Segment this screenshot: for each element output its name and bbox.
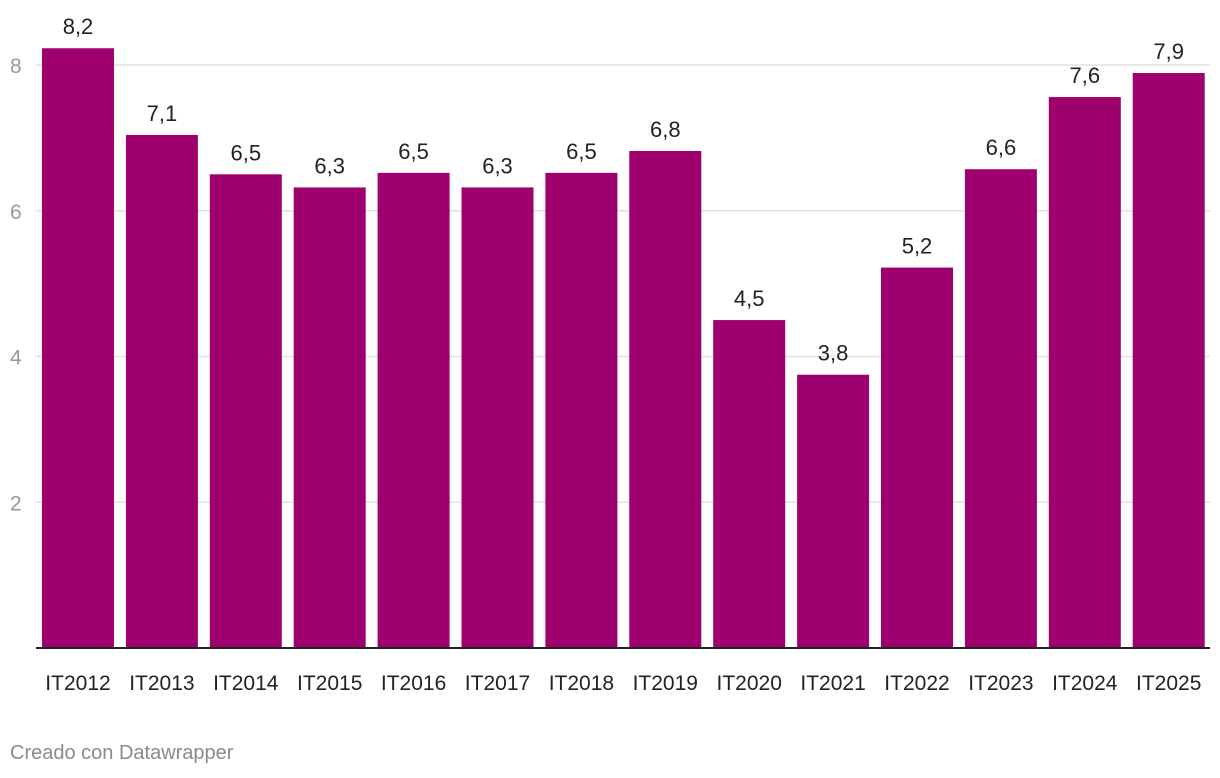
- data-label: 7,1: [147, 101, 178, 126]
- y-tick-label: 4: [10, 347, 22, 370]
- data-label: 8,2: [63, 14, 94, 39]
- data-label: 6,3: [482, 153, 513, 178]
- x-tick-label: IT2023: [968, 672, 1033, 695]
- x-tick-label: IT2012: [45, 672, 110, 695]
- data-label: 6,8: [650, 117, 681, 142]
- bar: [964, 169, 1037, 648]
- bar: [293, 187, 366, 648]
- x-tick-label: IT2016: [381, 672, 446, 695]
- x-tick-label: IT2024: [1052, 672, 1118, 695]
- bar: [881, 267, 953, 648]
- data-label: 5,2: [902, 234, 933, 259]
- bar: [125, 134, 198, 648]
- bar: [461, 187, 534, 648]
- x-tick-label: IT2015: [297, 672, 362, 695]
- data-label: 4,5: [734, 286, 765, 311]
- data-label: 7,9: [1153, 39, 1184, 64]
- data-label: 6,3: [314, 153, 345, 178]
- bar: [209, 174, 282, 648]
- x-tick-label: IT2025: [1136, 672, 1201, 695]
- bar: [42, 48, 114, 648]
- y-tick-label: 8: [10, 55, 22, 78]
- data-label: 6,5: [231, 140, 262, 165]
- bar: [1132, 73, 1205, 649]
- data-label: 6,6: [986, 135, 1017, 160]
- y-tick-label: 2: [10, 492, 22, 515]
- bar: [545, 172, 618, 649]
- x-tick-label: IT2013: [129, 672, 194, 695]
- x-tick-label: IT2017: [465, 672, 530, 695]
- x-tick-label: IT2018: [549, 672, 614, 695]
- bar: [1048, 97, 1121, 648]
- x-tick-label: IT2020: [717, 672, 782, 695]
- bar: [797, 374, 870, 648]
- x-tick-label: IT2021: [800, 672, 865, 695]
- y-tick-label: 6: [10, 201, 22, 224]
- x-tick-label: IT2014: [213, 672, 279, 695]
- bar: [713, 320, 786, 648]
- x-tick-label: IT2019: [633, 672, 698, 695]
- data-label: 6,5: [398, 139, 429, 164]
- x-tick-label: IT2022: [884, 672, 949, 695]
- data-label: 7,6: [1070, 63, 1101, 88]
- bar: [377, 172, 450, 649]
- credit-text: Creado con Datawrapper: [10, 742, 234, 764]
- data-label: 3,8: [818, 341, 849, 366]
- data-label: 6,5: [566, 139, 597, 164]
- bar: [629, 150, 702, 648]
